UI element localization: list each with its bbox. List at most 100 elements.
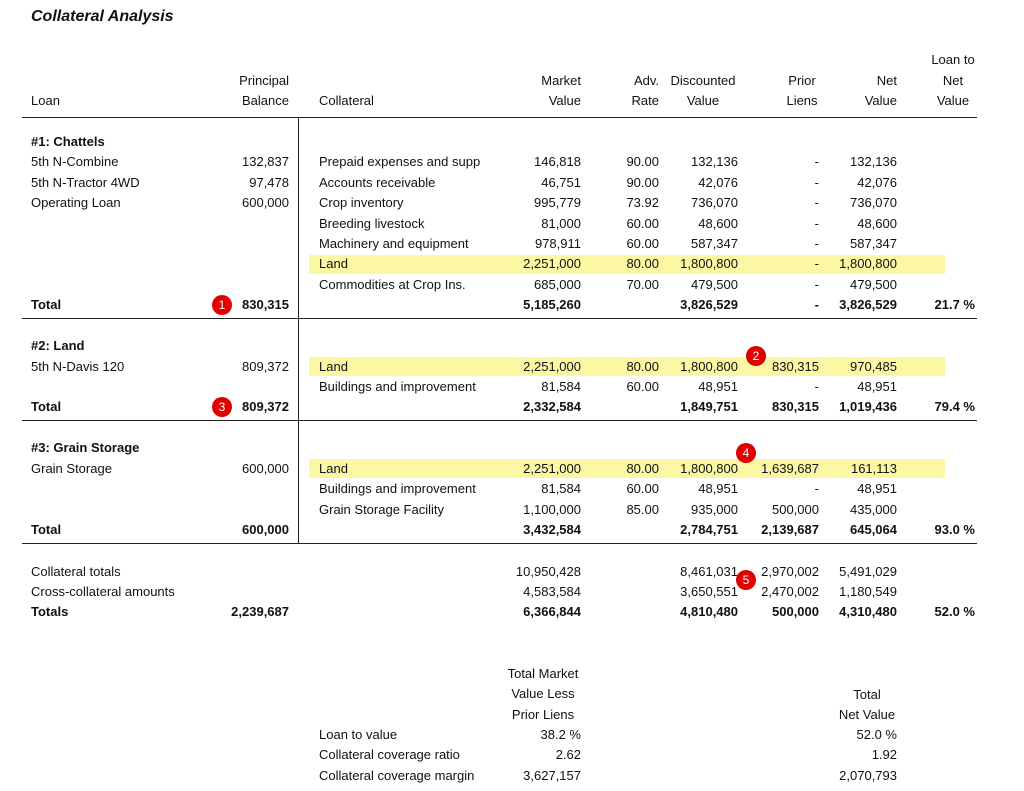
collateral-name: Commodities at Crop Ins.: [319, 276, 466, 292]
divider: [298, 117, 299, 543]
collateral-market: 685,000: [534, 276, 581, 292]
collateral-prior: -: [814, 256, 819, 272]
collateral-market: 2,251,000: [523, 460, 581, 476]
summary-net: 1,180,549: [839, 584, 897, 600]
summary-market: 6,366,844: [523, 604, 581, 620]
rule: [22, 543, 977, 544]
total-ltv: 21.7 %: [934, 297, 975, 313]
highlight: [309, 357, 945, 377]
collateral-disc: 1,800,800: [680, 358, 738, 374]
coverage-label: Collateral coverage margin: [319, 767, 475, 783]
summary-disc: 8,461,031: [680, 564, 738, 579]
coverage-header: Value Less: [511, 686, 575, 702]
summary-balance: 2,239,687: [231, 604, 289, 620]
collateral-rate: 90.00: [626, 174, 659, 190]
total-market: 2,332,584: [523, 399, 581, 415]
collateral-prior: -: [814, 236, 819, 251]
total-prior: 2,139,687: [761, 522, 819, 537]
total-prior: 830,315: [772, 399, 819, 415]
collateral-prior: -: [814, 174, 819, 190]
highlight: [309, 254, 945, 274]
total-ltv: 93.0 %: [934, 522, 975, 537]
loan-name: Grain Storage: [31, 460, 112, 476]
summary-prior: 500,000: [772, 604, 819, 620]
collateral-net: 48,951: [857, 481, 897, 497]
collateral-prior: -: [814, 379, 819, 394]
annotation-badge: 2: [746, 346, 766, 366]
coverage-header: Total: [853, 686, 881, 702]
column-header: Liens: [786, 93, 818, 108]
column-header: Value: [686, 93, 720, 108]
collateral-rate: 60.00: [626, 379, 659, 394]
total-disc: 2,784,751: [680, 522, 738, 537]
annotation-badge: 1: [212, 295, 232, 315]
collateral-disc: 935,000: [691, 501, 738, 517]
total-market: 5,185,260: [523, 297, 581, 313]
loan-balance: 97,478: [249, 174, 289, 190]
loan-name: 5th N-Davis 120: [31, 358, 125, 374]
rule: [22, 117, 977, 118]
collateral-name: Buildings and improvement: [319, 481, 476, 497]
collateral-disc: 1,800,800: [680, 256, 738, 272]
collateral-rate: 90.00: [626, 154, 659, 170]
collateral-prior: 1,639,687: [761, 460, 819, 476]
collateral-net: 736,070: [850, 195, 897, 211]
collateral-market: 81,584: [541, 379, 581, 394]
collateral-net: 48,600: [857, 215, 897, 231]
total-balance: 600,000: [242, 522, 289, 537]
collateral-name: Land: [319, 256, 348, 272]
collateral-name: Grain Storage Facility: [319, 501, 444, 517]
collateral-disc: 48,600: [698, 215, 738, 231]
collateral-rate: 60.00: [626, 215, 659, 231]
collateral-name: Crop inventory: [319, 195, 404, 211]
collateral-rate: 70.00: [626, 276, 659, 292]
collateral-market: 81,000: [541, 215, 581, 231]
collateral-prior: -: [814, 481, 819, 497]
collateral-disc: 132,136: [691, 154, 738, 170]
collateral-name: Machinery and equipment: [319, 236, 469, 251]
collateral-prior: -: [814, 154, 819, 170]
total-label: Total: [31, 399, 62, 415]
collateral-name: Buildings and improvement: [319, 379, 476, 394]
total-ltv: 79.4 %: [934, 399, 975, 415]
coverage-header: Prior Liens: [511, 706, 575, 722]
section-heading: #2: Land: [31, 338, 85, 354]
annotation-badge: 3: [212, 397, 232, 417]
loan-balance: 132,837: [242, 154, 289, 170]
column-header: Principal: [239, 72, 289, 88]
loan-balance: 809,372: [242, 358, 289, 374]
collateral-prior: 500,000: [772, 501, 819, 517]
highlight: [309, 459, 945, 479]
collateral-prior: -: [814, 195, 819, 211]
collateral-rate: 80.00: [626, 358, 659, 374]
collateral-net: 132,136: [850, 154, 897, 170]
coverage-header: Total Market: [507, 666, 579, 681]
summary-disc: 4,810,480: [680, 604, 738, 620]
title: Collateral Analysis: [31, 8, 174, 25]
summary-label: Cross-collateral amounts: [31, 584, 175, 600]
collateral-prior: -: [814, 215, 819, 231]
summary-ltv: 52.0 %: [934, 604, 975, 620]
loan-name: Operating Loan: [31, 195, 121, 211]
collateral-prior: 830,315: [772, 358, 819, 374]
total-prior: -: [814, 297, 819, 313]
column-header: Balance: [242, 93, 289, 108]
collateral-net: 587,347: [850, 236, 897, 251]
column-header: Collateral: [319, 93, 374, 108]
total-label: Total: [31, 297, 62, 313]
collateral-market: 2,251,000: [523, 256, 581, 272]
column-header: Net: [876, 72, 897, 88]
loan-name: 5th N-Combine: [31, 154, 119, 170]
collateral-net: 970,485: [850, 358, 897, 374]
column-header: Rate: [631, 93, 659, 108]
collateral-rate: 60.00: [626, 236, 659, 251]
collateral-disc: 1,800,800: [680, 460, 738, 476]
collateral-market: 978,911: [534, 236, 581, 251]
rule: [22, 420, 977, 422]
collateral-name: Breeding livestock: [319, 215, 425, 231]
column-header: Value: [548, 93, 581, 108]
coverage-market: 3,627,157: [523, 767, 581, 783]
column-header: Value: [864, 93, 897, 108]
loan-balance: 600,000: [242, 195, 289, 211]
total-market: 3,432,584: [523, 522, 581, 537]
